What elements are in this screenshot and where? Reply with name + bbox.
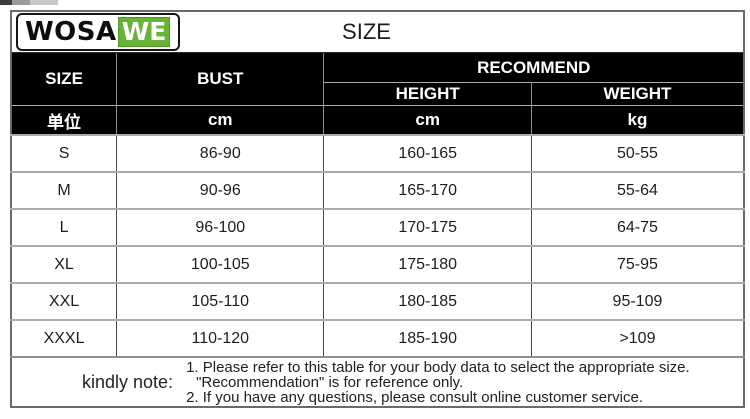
bust-cell: 86-90 <box>116 134 325 172</box>
height-cell: 160-165 <box>323 134 532 172</box>
note-line-3: 2. If you have any questions, please con… <box>186 388 643 406</box>
note-line-1: 1. Please refer to this table for your b… <box>186 358 690 376</box>
note-wrap: kindly note: 1. Please refer to this tab… <box>12 358 743 406</box>
weight-cell: 75-95 <box>530 245 744 283</box>
brand-logo: WOSA WE <box>16 13 181 51</box>
table-row-xl: XL 100-105 175-180 75-95 <box>11 245 744 283</box>
header-weight: WEIGHT <box>530 82 744 106</box>
unit-row: 单位 cm cm kg <box>11 105 744 135</box>
weight-cell: >109 <box>530 319 744 357</box>
table-row-m: M 90-96 165-170 55-64 <box>11 171 744 209</box>
brand-logo-green-text: WE <box>117 17 171 47</box>
table-row-xxxl: XXXL 110-120 185-190 >109 <box>11 319 744 357</box>
size-cell: XL <box>11 245 118 283</box>
header-row-top: SIZE BUST RECOMMEND <box>11 52 744 106</box>
header-size: SIZE <box>11 52 118 106</box>
size-cell: L <box>11 208 118 246</box>
weight-cell: 64-75 <box>530 208 744 246</box>
size-cell: XXL <box>11 282 118 320</box>
height-cell: 170-175 <box>323 208 532 246</box>
table-row-l: L 96-100 170-175 64-75 <box>11 208 744 246</box>
header-height: HEIGHT <box>323 82 532 106</box>
weight-cell: 95-109 <box>530 282 744 320</box>
table-row-s: S 86-90 160-165 50-55 <box>11 134 744 172</box>
page-title: SIZE <box>342 19 391 44</box>
bust-unit: cm <box>116 105 325 135</box>
bust-cell: 100-105 <box>116 245 325 283</box>
header-recommend: RECOMMEND <box>323 52 744 83</box>
height-cell: 185-190 <box>323 319 532 357</box>
weight-unit: kg <box>530 105 744 135</box>
size-chart-table: WOSA WE SIZE SIZE BUST RECOMMEND HEIGHT … <box>10 10 745 408</box>
bust-cell: 110-120 <box>116 319 325 357</box>
header-bust: BUST <box>116 52 325 106</box>
weight-cell: 55-64 <box>530 171 744 209</box>
note-line-2: "Recommendation" is for reference only. <box>196 373 464 391</box>
size-cell: S <box>11 134 118 172</box>
title-wrap: WOSA WE SIZE <box>12 12 743 52</box>
size-cell: XXXL <box>11 319 118 357</box>
title-cell: WOSA WE SIZE <box>11 11 744 53</box>
height-cell: 180-185 <box>323 282 532 320</box>
bust-cell: 105-110 <box>116 282 325 320</box>
note-label: kindly note: <box>82 371 174 392</box>
brand-logo-text: WOSA <box>25 17 117 47</box>
table-row-xxl: XXL 105-110 180-185 95-109 <box>11 282 744 320</box>
note-lines: 1. Please refer to this table for your b… <box>186 360 690 405</box>
bust-cell: 90-96 <box>116 171 325 209</box>
height-cell: 175-180 <box>323 245 532 283</box>
title-row: WOSA WE SIZE <box>11 11 744 53</box>
height-cell: 165-170 <box>323 171 532 209</box>
unit-label: 单位 <box>11 105 118 135</box>
note-row: kindly note: 1. Please refer to this tab… <box>11 356 744 407</box>
header-row-sub: HEIGHT WEIGHT <box>11 82 744 106</box>
note-cell: kindly note: 1. Please refer to this tab… <box>11 356 744 407</box>
size-cell: M <box>11 171 118 209</box>
height-unit: cm <box>323 105 532 135</box>
scan-artifact <box>0 0 58 5</box>
weight-cell: 50-55 <box>530 134 744 172</box>
bust-cell: 96-100 <box>116 208 325 246</box>
